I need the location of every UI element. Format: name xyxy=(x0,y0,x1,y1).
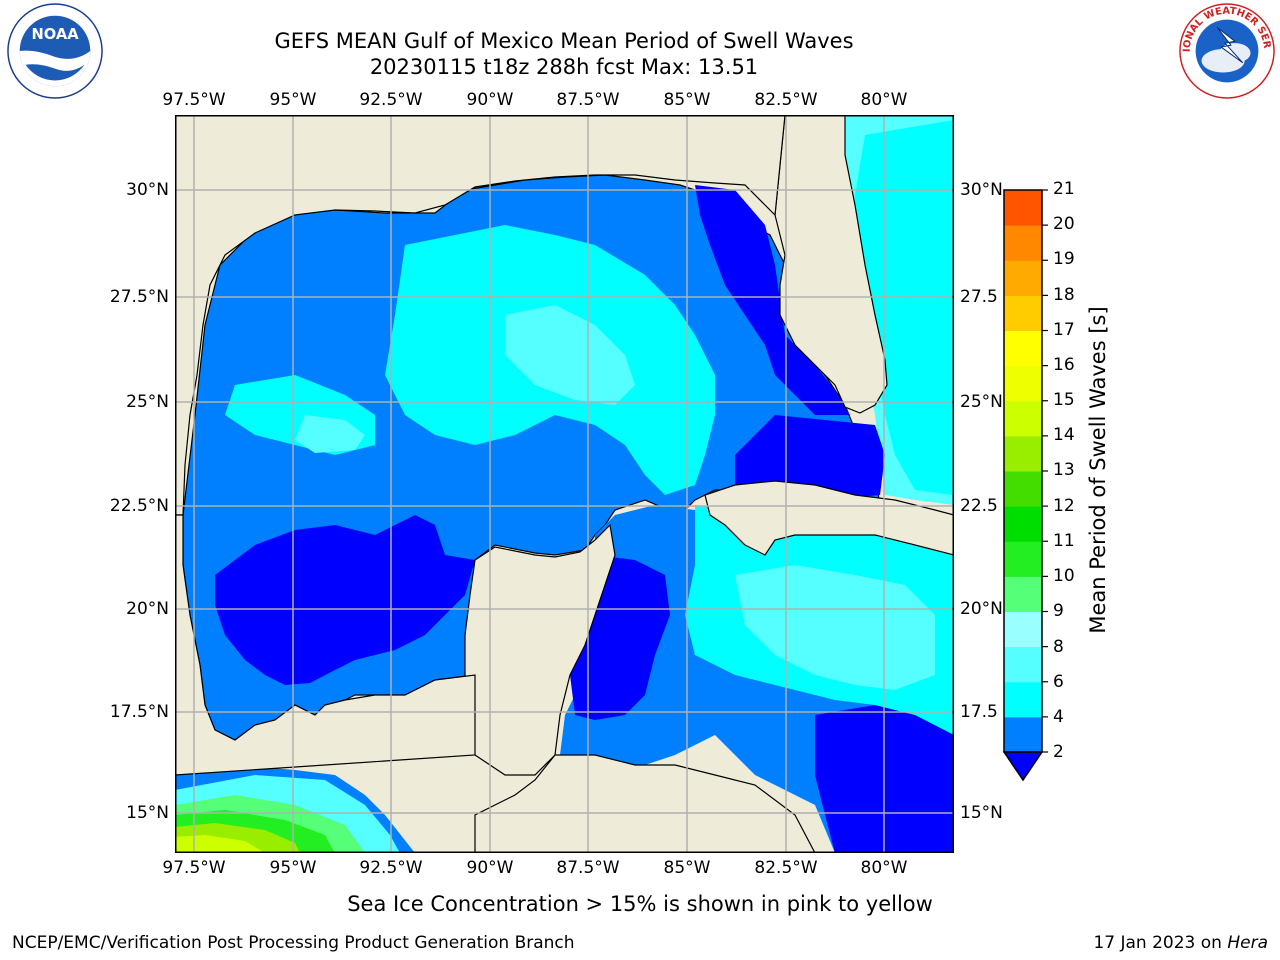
lat-label-left: 22.5°N xyxy=(109,496,169,516)
colorbar-tick: 4 xyxy=(1053,707,1064,727)
central-america-land xyxy=(474,754,816,853)
lat-label-left: 27.5°N xyxy=(109,287,169,307)
colorbar-segment xyxy=(1004,190,1042,226)
colorbar-segment xyxy=(1004,365,1042,402)
colorbar-tick: 12 xyxy=(1053,496,1075,516)
footer-branch: NCEP/EMC/Verification Post Processing Pr… xyxy=(12,933,575,953)
sea-ice-note-text: Sea Ice Concentration > 15% is shown in … xyxy=(347,892,933,916)
map-gridlines xyxy=(175,115,954,853)
colorbar-tick: 15 xyxy=(1053,390,1075,410)
lat-label-left: 30°N xyxy=(126,180,169,200)
lat-label-right: 30°N xyxy=(960,180,1003,200)
noaa-logo-text: NOAA xyxy=(31,26,79,43)
high-period-region-pacific xyxy=(175,765,415,853)
colorbar-segment xyxy=(1004,330,1042,367)
colorbar-segment xyxy=(1004,400,1042,437)
colorbar-tick: 6 xyxy=(1053,672,1064,692)
colorbar-segment xyxy=(1004,471,1042,507)
nws-logo-icon: NATIONAL WEATHER SERVICE xyxy=(1178,2,1275,99)
lon-label-bottom: 80°W xyxy=(860,858,908,878)
colorbar-segment xyxy=(1004,435,1042,472)
lat-label-right: 22.5 xyxy=(960,496,998,516)
lon-label-top: 82.5°W xyxy=(754,90,818,110)
lat-label-right: 25°N xyxy=(960,392,1003,412)
colorbar-tick: 2 xyxy=(1053,742,1064,762)
lon-label-top: 85°W xyxy=(663,90,711,110)
colorbar-segment xyxy=(1004,506,1042,542)
colorbar-segment xyxy=(1004,576,1042,612)
footer-date-text: 17 Jan 2023 on xyxy=(1093,933,1228,953)
colorbar-tick: 10 xyxy=(1053,566,1075,586)
map-title: GEFS MEAN Gulf of Mexico Mean Period of … xyxy=(274,29,854,53)
colorbar-tick: 20 xyxy=(1053,214,1075,234)
colorbar-tick: 18 xyxy=(1053,285,1075,305)
colorbar-segment xyxy=(1004,541,1042,577)
lat-label-left: 15°N xyxy=(126,803,169,823)
colorbar-label: Mean Period of Swell Waves [s] xyxy=(1086,306,1110,634)
lat-label-right: 15°N xyxy=(960,803,1003,823)
lat-label-left: 17.5°N xyxy=(109,702,169,722)
colorbar-tick: 11 xyxy=(1053,531,1075,551)
colorbar-segment xyxy=(1004,295,1042,331)
colorbar-tick: 16 xyxy=(1053,355,1075,375)
lon-label-top: 95°W xyxy=(269,90,317,110)
lon-label-bottom: 85°W xyxy=(663,858,711,878)
lon-label-bottom: 87.5°W xyxy=(556,858,620,878)
map-frame xyxy=(175,115,954,853)
colorbar-tick: 14 xyxy=(1053,425,1075,445)
colorbar-segment xyxy=(1004,716,1042,753)
colorbar-tick: 13 xyxy=(1053,460,1075,480)
colorbar-extend-arrow xyxy=(1002,751,1044,782)
lon-label-bottom: 97.5°W xyxy=(162,858,226,878)
lat-label-left: 20°N xyxy=(126,599,169,619)
lon-label-top: 97.5°W xyxy=(162,90,226,110)
colorbar-segment xyxy=(1004,681,1042,718)
lon-label-top: 80°W xyxy=(860,90,908,110)
lat-label-left: 25°N xyxy=(126,392,169,412)
colorbar-segment xyxy=(1004,260,1042,296)
colorbar-tick: 8 xyxy=(1053,637,1064,657)
colorbar-segment xyxy=(1004,225,1042,261)
noaa-logo-icon: NOAA xyxy=(7,3,103,99)
lat-label-right: 27.5 xyxy=(960,287,998,307)
colorbar-segment xyxy=(1004,611,1042,648)
colorbar-tick: 21 xyxy=(1053,179,1075,199)
lat-label-right: 20°N xyxy=(960,599,1003,619)
lon-label-top: 90°W xyxy=(466,90,514,110)
colorbar-segment xyxy=(1004,646,1042,683)
lon-label-bottom: 95°W xyxy=(269,858,317,878)
colorbar xyxy=(1002,189,1048,782)
colorbar-tick: 19 xyxy=(1053,249,1075,269)
lon-label-bottom: 92.5°W xyxy=(359,858,423,878)
cuba-land xyxy=(704,480,954,556)
lon-label-bottom: 90°W xyxy=(466,858,514,878)
lon-label-top: 92.5°W xyxy=(359,90,423,110)
swell-period-map xyxy=(175,115,954,853)
colorbar-tick: 9 xyxy=(1053,601,1064,621)
footer-machine: Hera xyxy=(1227,933,1268,953)
colorbar-tick: 17 xyxy=(1053,320,1075,340)
sea-ice-note: Sea Ice Concentration > 15% is shown in … xyxy=(0,892,1280,916)
swell-6-8s-regions xyxy=(295,305,935,690)
footer-date: 17 Jan 2023 on Hera xyxy=(1093,933,1268,953)
lat-label-right: 17.5 xyxy=(960,702,998,722)
map-subtitle: 20230115 t18z 288h fcst Max: 13.51 xyxy=(369,55,759,79)
lon-label-bottom: 82.5°W xyxy=(754,858,818,878)
lon-label-top: 87.5°W xyxy=(556,90,620,110)
